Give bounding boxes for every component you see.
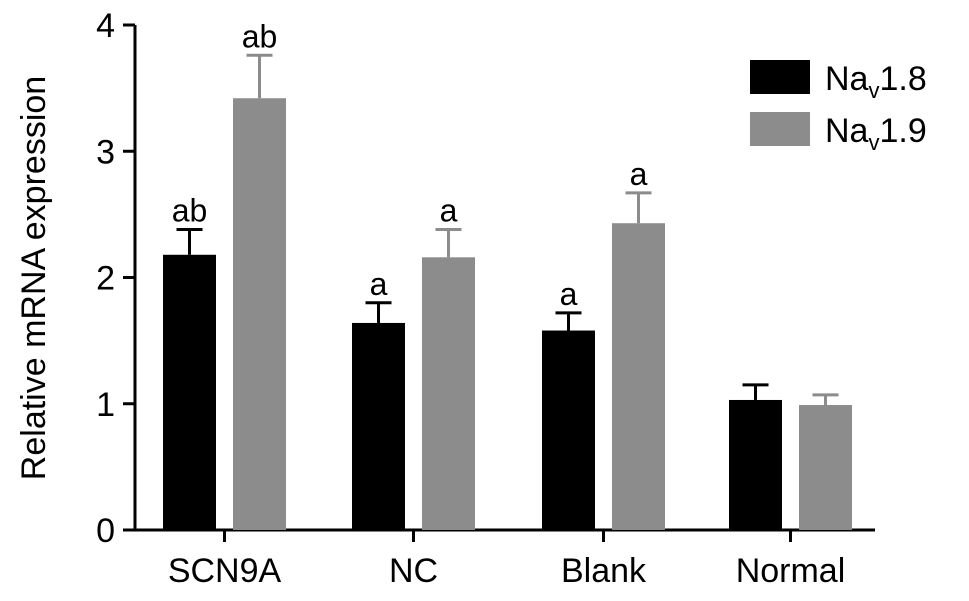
x-tick-label: NC	[389, 552, 438, 590]
bars: ab ab a a a a	[163, 18, 852, 530]
bar	[422, 257, 475, 530]
legend: Nav1.8 Nav1.9	[750, 60, 927, 155]
bar	[799, 405, 852, 530]
legend-swatch	[750, 112, 810, 146]
y-tick-label: 3	[96, 133, 115, 171]
bar	[352, 322, 405, 530]
significance-label: a	[630, 156, 648, 192]
bar	[542, 330, 595, 530]
x-tick-label: Blank	[561, 552, 647, 590]
y-tick-label: 0	[96, 512, 115, 550]
bar	[233, 98, 286, 530]
legend-label: Nav1.8	[825, 60, 927, 103]
significance-label: a	[370, 266, 388, 302]
legend-swatch	[750, 60, 810, 94]
bar	[612, 223, 665, 530]
significance-label: ab	[242, 18, 278, 54]
significance-label: a	[560, 276, 578, 312]
bar	[729, 399, 782, 530]
y-tick-label: 1	[96, 386, 115, 424]
axes: 0 1 2 3 4 SCN9A NC Blank Normal	[96, 7, 875, 590]
y-axis-label: Relative mRNA expression	[15, 76, 53, 480]
x-tick-label: SCN9A	[168, 552, 282, 590]
legend-label: Nav1.9	[825, 112, 927, 155]
y-tick-label: 4	[96, 7, 115, 45]
bar	[163, 254, 216, 530]
x-tick-label: Normal	[736, 552, 846, 590]
significance-label: a	[440, 193, 458, 229]
significance-label: ab	[172, 193, 208, 229]
y-tick-label: 2	[96, 260, 115, 298]
